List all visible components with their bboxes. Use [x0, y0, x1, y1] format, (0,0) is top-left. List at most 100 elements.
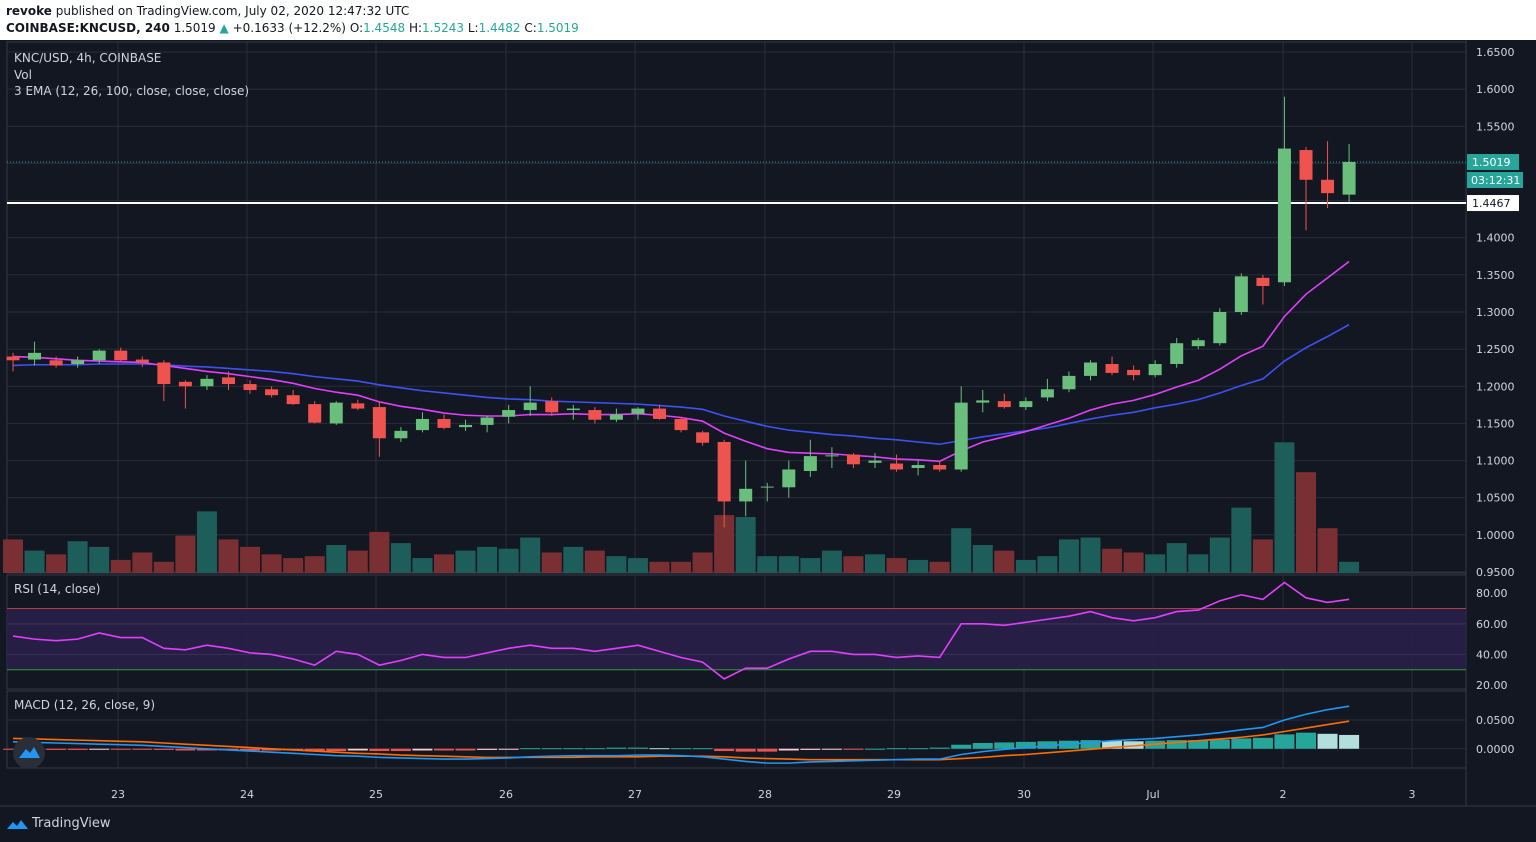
price-tick-label: 1.3000	[1476, 306, 1515, 319]
volume-bar	[434, 554, 454, 573]
volume-bar	[498, 548, 519, 573]
candle-body	[609, 414, 623, 420]
low-value: 1.4482	[478, 21, 521, 35]
volume-bar	[757, 556, 778, 573]
macd-histogram-bar	[261, 748, 282, 751]
macd-histogram-bar	[865, 748, 885, 750]
macd-histogram-bar	[240, 748, 261, 751]
candle-body	[911, 465, 925, 468]
volume-bar	[908, 559, 929, 573]
candle-body	[28, 352, 42, 360]
price-tick-label: 1.5500	[1476, 120, 1515, 133]
candle-body	[760, 486, 774, 488]
macd-histogram-bar	[929, 747, 950, 749]
candle-body	[674, 418, 688, 431]
candle-body	[222, 377, 235, 385]
volume-bar	[951, 528, 972, 573]
price-tick-label: 1.1000	[1476, 455, 1515, 468]
macd-histogram-bar	[757, 748, 778, 752]
high-label: H:	[408, 21, 423, 35]
volume-bar	[671, 561, 692, 573]
candle-body	[1256, 277, 1270, 286]
volume-bar	[865, 554, 885, 573]
macd-histogram-bar	[304, 748, 325, 752]
candle-body	[480, 417, 494, 425]
volume-bar	[627, 558, 648, 573]
x-tick-label: 23	[111, 788, 125, 801]
macd-histogram-bar	[132, 748, 153, 750]
candle-body	[459, 424, 473, 428]
candle-body	[351, 403, 365, 409]
candle-body	[1019, 401, 1033, 408]
candle-body	[1191, 340, 1205, 347]
macd-histogram-bar	[541, 748, 562, 750]
macd-histogram-bar	[584, 748, 605, 750]
price-tick-label: 1.2000	[1476, 380, 1515, 393]
rsi-tick-label: 20.00	[1476, 679, 1508, 692]
macd-histogram-bar	[649, 748, 670, 750]
macd-histogram-bar	[1339, 734, 1360, 749]
volume-bar	[649, 561, 670, 573]
volume-bar	[1123, 552, 1144, 573]
volume-bar	[821, 550, 842, 573]
volume-bar	[929, 561, 950, 573]
price-tick-label: 1.6500	[1476, 46, 1515, 59]
candle-body	[653, 408, 666, 419]
high-value: 1.5243	[422, 21, 465, 35]
candle-body	[1148, 364, 1162, 376]
price-tick-label: 1.6000	[1476, 83, 1515, 96]
candle-body	[997, 401, 1011, 408]
volume-bar	[1058, 539, 1079, 573]
macd-histogram-bar	[671, 748, 692, 750]
x-tick-label: 24	[240, 788, 254, 801]
candle-body	[976, 400, 990, 403]
candle-body	[566, 408, 580, 411]
macd-histogram-bar	[1166, 740, 1187, 749]
candle-body	[308, 404, 322, 423]
macd-histogram-bar	[1252, 737, 1273, 749]
candle-body	[1277, 148, 1291, 283]
symbol-legend: KNC/USD, 4h, COINBASE	[14, 51, 161, 65]
chart-canvas[interactable]: 23 24 25 26 27 28 29 30 Jul 2 31.65001.60001.55001…	[0, 40, 1536, 808]
x-tick-label: 27	[628, 788, 642, 801]
volume-bar	[1145, 554, 1166, 573]
volume-bar	[3, 539, 23, 573]
candle-body	[243, 384, 257, 390]
tradingview-brand[interactable]: TradingView	[32, 816, 111, 831]
macd-histogram-bar	[800, 748, 821, 750]
volume-bar	[1102, 548, 1123, 573]
change-up-icon: ▲	[219, 21, 229, 35]
candle-body	[178, 381, 192, 387]
candle-body	[782, 469, 796, 488]
macd-histogram-bar	[1188, 740, 1209, 749]
volume-bar	[283, 558, 304, 573]
macd-histogram-bar	[175, 748, 196, 751]
macd-histogram-bar	[606, 747, 627, 749]
macd-histogram-bar	[1274, 734, 1295, 749]
candle-body	[1084, 362, 1097, 376]
macd-tick-label: 0.0500	[1476, 714, 1515, 727]
volume-bar	[1317, 528, 1338, 573]
volume-bar	[1080, 537, 1101, 573]
volume-bar	[778, 556, 799, 573]
last-price: 1.5019	[173, 21, 216, 35]
volume-bar	[692, 552, 713, 573]
volume-bar	[24, 550, 45, 573]
candle-body	[394, 430, 408, 439]
candle-body	[803, 456, 817, 471]
macd-histogram-bar	[627, 747, 648, 749]
candle-body	[329, 402, 343, 424]
candle-body	[114, 350, 128, 361]
macd-histogram-bar	[1209, 739, 1230, 749]
macd-histogram-bar	[1123, 741, 1144, 749]
open-value: 1.4548	[363, 21, 406, 35]
x-tick-label: 28	[758, 788, 772, 801]
tradingview-logo-icon[interactable]	[6, 816, 30, 832]
author-name[interactable]: revoke	[6, 4, 52, 18]
volume-bar	[1037, 556, 1058, 573]
macd-histogram-bar	[735, 748, 756, 752]
macd-histogram-bar	[326, 748, 347, 752]
macd-histogram-bar	[110, 748, 131, 750]
price-tick-label: 1.2500	[1476, 343, 1515, 356]
published-text: published on TradingView.com, July 02, 2…	[55, 4, 410, 18]
